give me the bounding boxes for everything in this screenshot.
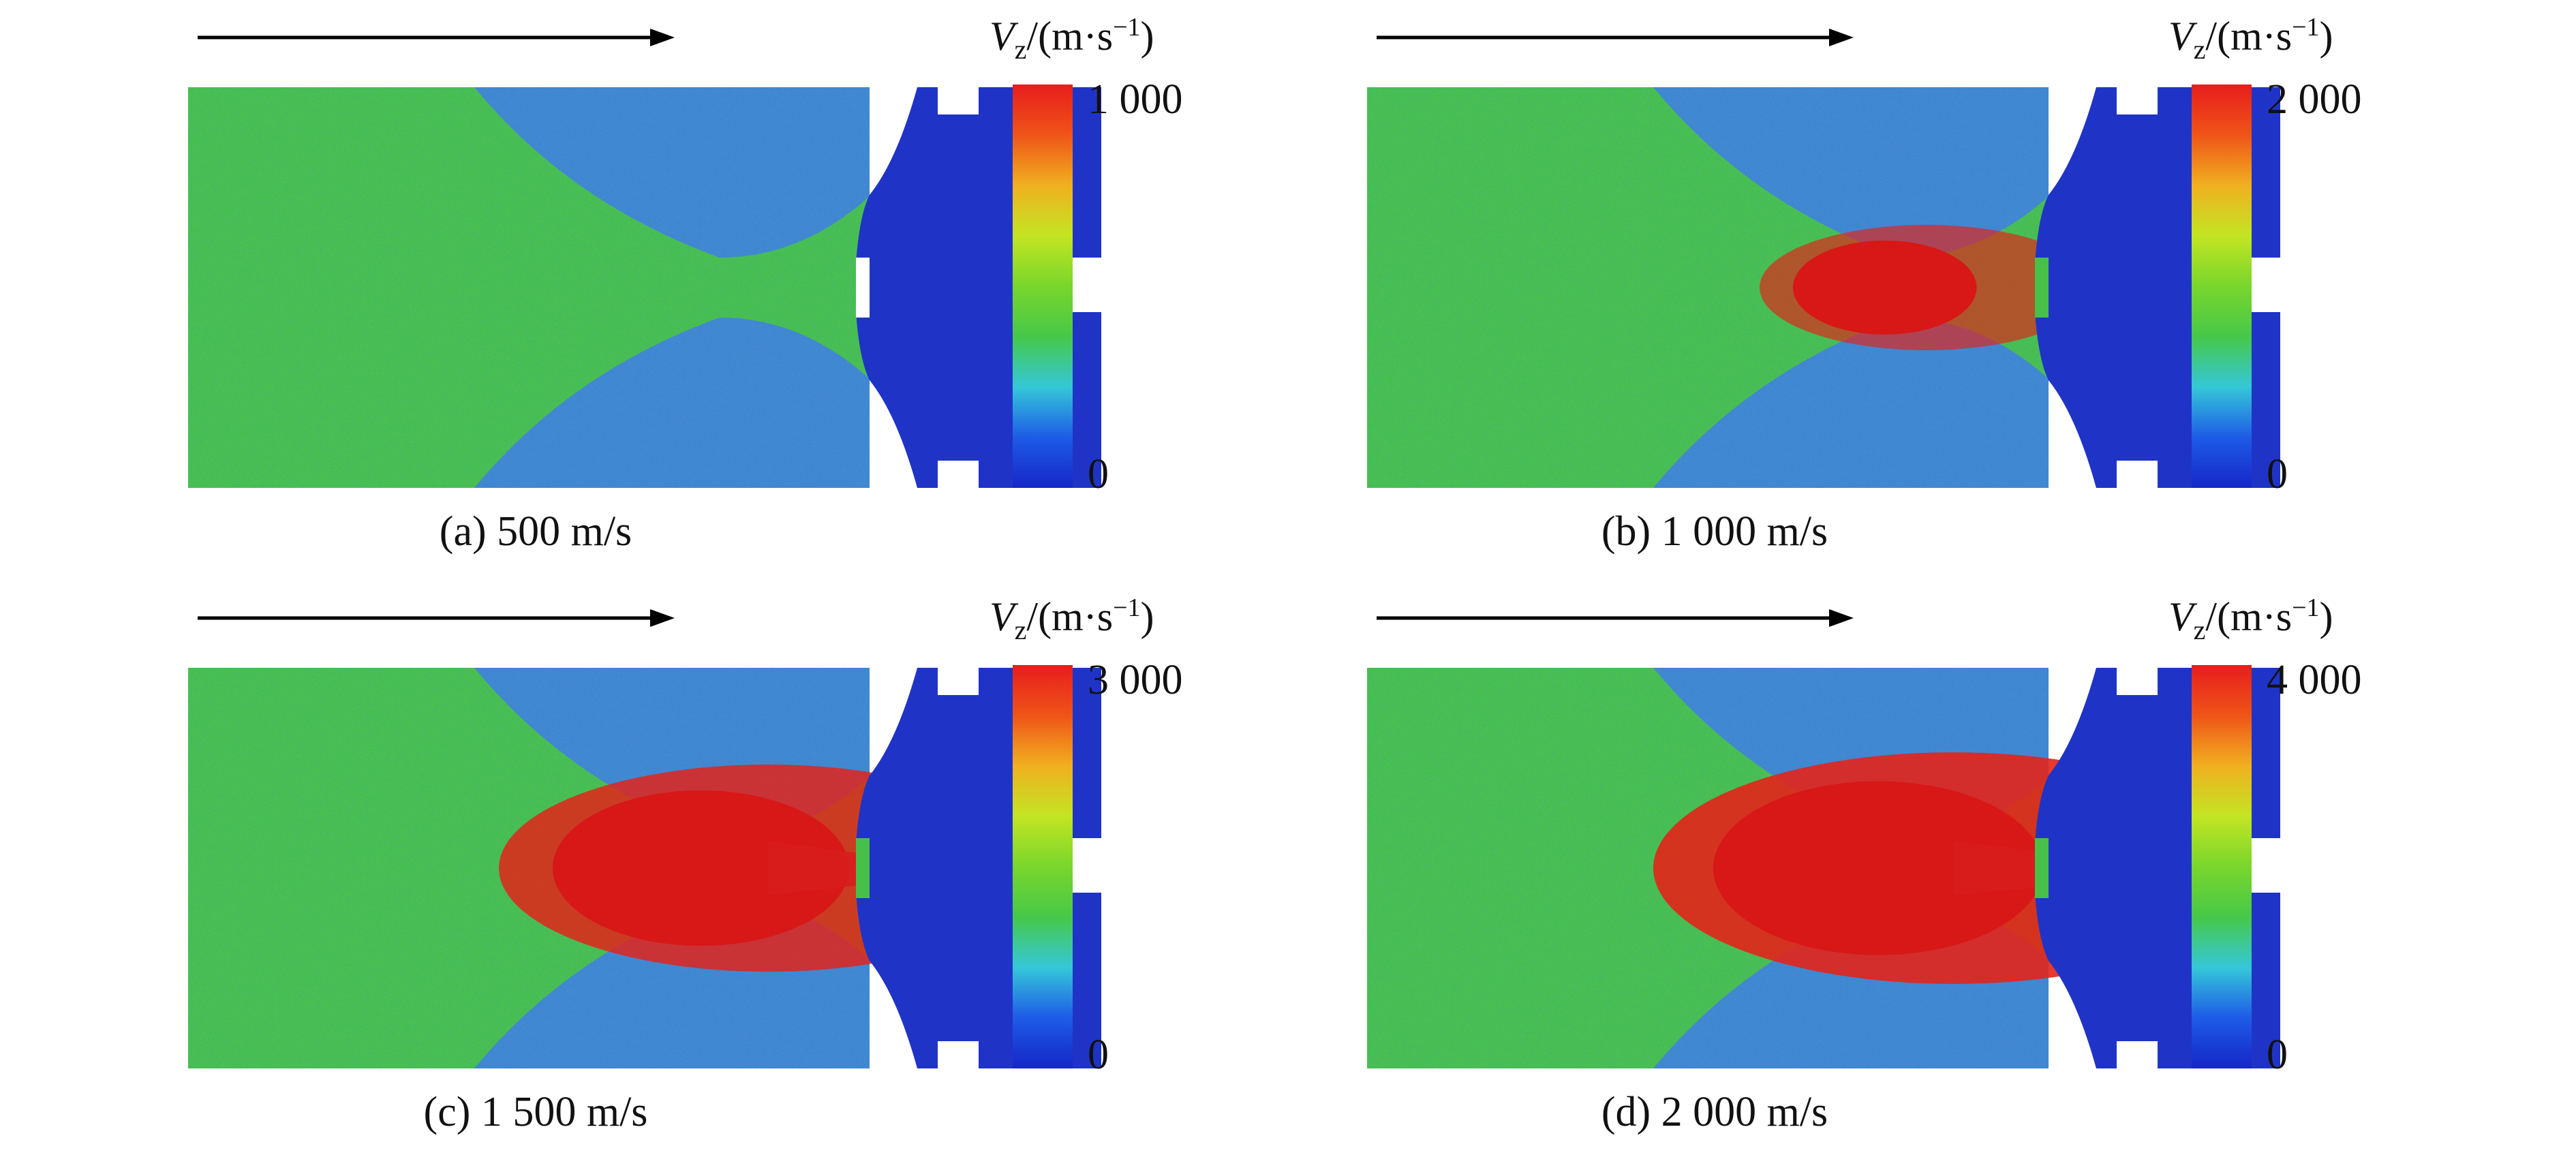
colorbar — [1013, 84, 1073, 488]
panel-c: Vz/(m·s−1) 3 000 0 (c) 1 500 m/s — [0, 581, 1227, 1155]
colorbar-symbol: V — [990, 14, 1015, 59]
panel-d: Vz/(m·s−1) 4 000 0 (d) 2 000 m/s — [1179, 581, 2406, 1155]
colorbar-subscript: z — [1014, 34, 1027, 65]
colorbar-max-label: 1 000 — [1088, 76, 1183, 123]
colorbar-min-label: 0 — [1088, 451, 1109, 497]
panel-caption: (a) 500 m/s — [439, 508, 632, 555]
panel-a: Vz/(m·s−1) 1 000 0 (a) 500 m/s — [0, 0, 1227, 574]
colorbar-title: Vz/(m·s−1) — [2168, 581, 2333, 658]
flow-direction-arrow — [1377, 29, 1854, 46]
colorbar-symbol: V — [2168, 594, 2194, 639]
colorbar-subscript: z — [2193, 615, 2206, 645]
flow-direction-arrow — [198, 29, 675, 46]
colorbar — [1013, 665, 1073, 1068]
colorbar — [2192, 665, 2252, 1068]
velocity-field-plot — [188, 668, 1101, 1068]
colorbar-symbol: V — [2168, 14, 2194, 59]
colorbar-min-label: 0 — [2267, 451, 2288, 497]
colorbar-units-close: ) — [2319, 14, 2333, 59]
colorbar-units-close: ) — [1140, 594, 1154, 639]
panel-b: Vz/(m·s−1) 2 000 0 (b) 1 000 m/s — [1179, 0, 2406, 574]
colorbar-units-close: ) — [2319, 594, 2333, 639]
panel-caption: (d) 2 000 m/s — [1601, 1089, 1828, 1135]
velocity-field-plot — [1367, 87, 2280, 488]
colorbar-max-label: 2 000 — [2267, 76, 2362, 123]
high-velocity-core — [1713, 781, 2043, 955]
colorbar-units: /(m·s — [2205, 594, 2293, 639]
colorbar-units-exponent: −1 — [1113, 594, 1141, 622]
colorbar-title: Vz/(m·s−1) — [2168, 0, 2333, 77]
panel-caption: (b) 1 000 m/s — [1601, 508, 1828, 555]
colorbar-units: /(m·s — [1026, 14, 1114, 59]
colorbar — [2192, 84, 2252, 488]
colorbar-symbol: V — [990, 594, 1015, 639]
velocity-field-plot — [1367, 668, 2280, 1068]
colorbar-subscript: z — [2193, 34, 2206, 65]
panel-caption: (c) 1 500 m/s — [423, 1089, 648, 1135]
high-velocity-core — [1793, 241, 1977, 335]
velocity-field-plot — [188, 87, 1101, 488]
colorbar-units-close: ) — [1140, 14, 1154, 59]
colorbar-units-exponent: −1 — [2292, 594, 2320, 622]
colorbar-title: Vz/(m·s−1) — [990, 0, 1154, 77]
flow-direction-arrow — [1377, 609, 1854, 627]
flow-direction-arrow — [198, 609, 675, 627]
colorbar-max-label: 3 000 — [1088, 657, 1183, 703]
colorbar-units-exponent: −1 — [1113, 13, 1141, 42]
colorbar-units-exponent: −1 — [2292, 13, 2320, 42]
jet-tail — [768, 841, 942, 895]
colorbar-min-label: 0 — [1088, 1032, 1109, 1078]
colorbar-min-label: 0 — [2267, 1032, 2288, 1078]
colorbar-units: /(m·s — [1026, 594, 1114, 639]
colorbar-title: Vz/(m·s−1) — [990, 581, 1154, 658]
colorbar-units: /(m·s — [2205, 14, 2293, 59]
colorbar-max-label: 4 000 — [2267, 657, 2362, 703]
high-velocity-core — [553, 790, 849, 946]
colorbar-subscript: z — [1014, 615, 1027, 645]
